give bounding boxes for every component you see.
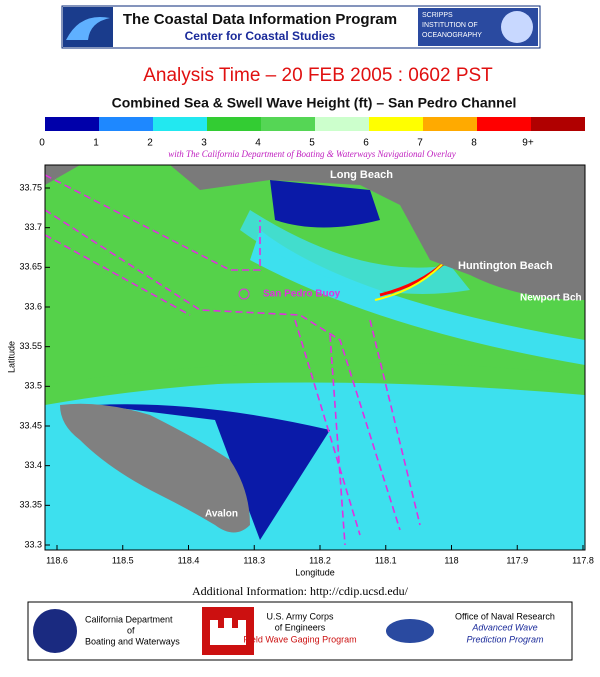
nearshore-cyan <box>240 210 470 294</box>
footer-text: Prediction Program <box>466 634 544 644</box>
map-ticks: 33.75 33.7 33.65 33.6 33.55 33.5 33.45 33.4 33.3… <box>19 182 593 565</box>
y-axis-label: Latitude <box>6 341 16 373</box>
scripps-text: OCEANOGRAPHY <box>422 32 482 39</box>
colorbar-segment <box>315 117 369 131</box>
scripps-globe <box>501 11 533 43</box>
x-tick-label: 118.6 <box>46 555 68 565</box>
x-tick-label: 118.5 <box>112 555 134 565</box>
x-tick-label: 118.1 <box>375 555 397 565</box>
y-tick-label: 33.45 <box>19 420 42 430</box>
y-tick-label: 33.55 <box>19 341 42 351</box>
x-tick-label: 118 <box>444 555 458 565</box>
colorbar-label: 6 <box>363 138 369 149</box>
place-label: Huntington Beach <box>458 260 553 272</box>
map <box>45 165 585 550</box>
place-label: Avalon <box>205 509 238 520</box>
colorbar-label: 7 <box>417 138 423 149</box>
x-tick-label: 117.9 <box>506 555 528 565</box>
x-tick-label: 118.4 <box>178 555 200 565</box>
swell-cyan <box>45 382 585 550</box>
place-label: Long Beach <box>330 169 393 181</box>
y-tick-label: 33.65 <box>19 262 42 272</box>
footer-text: Office of Naval Research <box>455 611 555 621</box>
colorbar-segment <box>477 117 531 131</box>
header-title: The Coastal Data Information Program <box>123 11 397 28</box>
onr-logo <box>386 619 434 643</box>
mainland <box>170 165 585 300</box>
footer-text: Advanced Wave <box>471 622 537 632</box>
colorbar-segment <box>369 117 423 131</box>
colorbar-segment <box>207 117 261 131</box>
x-tick-label: 118.2 <box>309 555 331 565</box>
header-subtitle: Center for Coastal Studies <box>185 29 336 43</box>
footer-text: Boating and Waterways <box>85 636 180 646</box>
colorbar-segment <box>261 117 315 131</box>
colorbar-segment <box>45 117 99 131</box>
colorbar-segment <box>153 117 207 131</box>
y-tick-label: 33.5 <box>24 381 42 391</box>
footer-text: U.S. Army Corps <box>266 611 334 621</box>
map-title: Combined Sea & Swell Wave Height (ft) – … <box>112 95 517 111</box>
nearshore-cyan <box>250 230 585 365</box>
colorbar-segment <box>423 117 477 131</box>
colorbar-label: 2 <box>147 138 153 149</box>
dbw-seal <box>33 609 77 653</box>
castle <box>210 618 246 645</box>
x-axis-label: Longitude <box>295 567 335 577</box>
catalina-island <box>60 403 250 533</box>
colorbar-label: 1 <box>93 138 99 149</box>
x-tick-label: 117.8 <box>572 555 594 565</box>
y-tick-label: 33.6 <box>24 301 42 311</box>
island-shadow <box>95 404 330 540</box>
footer-text: of Engineers <box>275 622 326 632</box>
colorbar-label: 3 <box>201 138 207 149</box>
colorbar-label: 4 <box>255 138 261 149</box>
colorbar-label: 5 <box>309 138 315 149</box>
footer-text: Field Wave Gaging Program <box>243 634 356 644</box>
place-label: San Pedro Buoy <box>263 289 341 300</box>
harbor-shadow <box>270 180 380 228</box>
colorbar-segment <box>99 117 153 131</box>
place-label: Newport Bch <box>520 293 582 304</box>
footer-text: of <box>127 625 135 635</box>
swell-green-band <box>45 362 585 405</box>
analysis-time: Analysis Time – 20 FEB 2005 : 0602 PST <box>143 65 493 86</box>
y-tick-label: 33.4 <box>24 460 42 470</box>
footer-text: California Department <box>85 614 173 624</box>
map-frame <box>44 164 586 551</box>
footer-frame <box>27 601 573 661</box>
buoy-marker <box>238 288 250 300</box>
colorbar-label: 8 <box>471 138 477 149</box>
colorbar: 0 1 2 3 4 5 6 7 8 9+ <box>39 117 585 149</box>
y-tick-label: 33.3 <box>24 539 42 549</box>
y-tick-label: 33.75 <box>19 182 42 192</box>
colorbar-label: 0 <box>39 138 45 149</box>
colorbar-label: 9+ <box>522 138 534 149</box>
y-tick-label: 33.35 <box>19 500 42 510</box>
colorbar-segment <box>531 117 585 131</box>
y-tick-label: 33.7 <box>24 222 42 232</box>
wave-shape <box>66 16 110 40</box>
info-link: Additional Information: http://cdip.ucsd… <box>192 584 409 598</box>
shipping-lanes <box>45 174 421 546</box>
x-tick-label: 118.3 <box>243 555 265 565</box>
overlay-note: with The California Department of Boatin… <box>168 149 455 159</box>
scripps-text: INSTITUTION OF <box>422 22 478 29</box>
scripps-text: SCRIPPS <box>422 12 453 19</box>
mainland-edge <box>45 165 80 185</box>
